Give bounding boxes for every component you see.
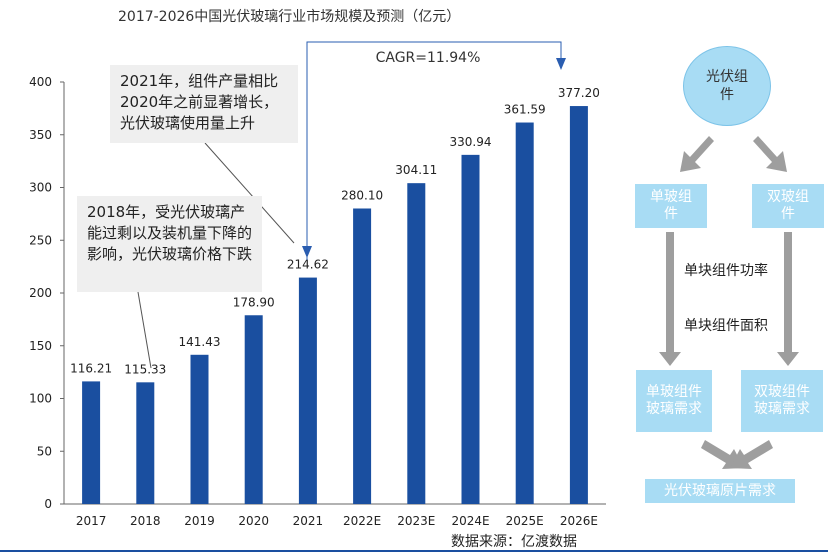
annotation-2021-pointer xyxy=(204,142,295,244)
flow-node-single-demand: 单玻组件玻璃需求 xyxy=(636,370,712,432)
y-tick-label: 400 xyxy=(29,75,52,89)
bar xyxy=(82,381,101,504)
flow-node-glass-demand: 光伏玻璃原片需求 xyxy=(645,479,795,503)
annotation-2021: 2021年，组件产量相比2020年之前显著增长，光伏玻璃使用量上升 xyxy=(110,65,298,143)
arrow-top-right xyxy=(753,136,787,172)
annotation-2021-text: 2021年，组件产量相比2020年之前显著增长，光伏玻璃使用量上升 xyxy=(120,72,279,132)
cagr-arrowhead-left xyxy=(302,246,312,258)
flow-node-single-module: 单玻组件 xyxy=(635,184,707,228)
y-tick-label: 100 xyxy=(29,392,52,406)
bar-value-label: 304.11 xyxy=(395,163,437,177)
flow-factor-area: 单块组件面积 xyxy=(684,318,768,334)
y-tick-label: 50 xyxy=(37,444,52,458)
bar-value-label: 280.10 xyxy=(341,188,383,202)
bar xyxy=(569,106,588,504)
arrow-double-down xyxy=(777,232,799,366)
x-tick-label: 2023E xyxy=(397,514,435,528)
x-tick-label: 2026E xyxy=(560,514,598,528)
bar-value-label: 361.59 xyxy=(504,103,546,117)
x-tick-label: 2020 xyxy=(238,514,269,528)
flow-node-pv-module: 光伏组件 xyxy=(683,46,771,126)
y-tick-label: 250 xyxy=(29,233,52,247)
bar-value-label: 115.33 xyxy=(124,362,166,376)
y-tick-label: 350 xyxy=(29,128,52,142)
bar xyxy=(407,183,426,505)
x-axis: 2017 2018 2019 2020 2021 2022E 2023E 2024E 2025E… xyxy=(64,503,606,528)
bar-value-label: 214.62 xyxy=(287,258,329,272)
flowchart-arrows xyxy=(659,136,799,469)
annotation-2018-text: 2018年，受光伏玻璃产能过剩以及装机量下降的影响，光伏玻璃价格下跌 xyxy=(87,203,253,263)
arrow-single-down xyxy=(659,232,681,366)
y-tick-label: 150 xyxy=(29,339,52,353)
bar-value-label: 178.90 xyxy=(233,295,275,309)
bar-value-label: 141.43 xyxy=(179,335,221,349)
x-tick-label: 2021 xyxy=(293,514,324,528)
y-tick-label: 300 xyxy=(29,181,52,195)
arrow-merge-left xyxy=(701,440,744,469)
bar xyxy=(353,208,372,504)
bar xyxy=(190,354,209,504)
arrow-merge-right xyxy=(730,440,773,469)
cagr-arrowhead-right xyxy=(556,58,566,70)
x-tick-label: 2019 xyxy=(184,514,215,528)
bar-series: 116.21 115.33 141.43 178.90 214.62 280.10 304.… xyxy=(70,86,600,505)
x-tick-label: 2018 xyxy=(130,514,161,528)
flow-factor-power: 单块组件功率 xyxy=(684,263,768,279)
bar-value-label: 377.20 xyxy=(558,86,600,100)
cagr-label: CAGR=11.94% xyxy=(376,50,481,66)
bar xyxy=(298,277,317,504)
annotation-2018-pointer xyxy=(137,291,152,369)
bar xyxy=(515,122,534,504)
bar xyxy=(461,154,480,504)
x-tick-label: 2025E xyxy=(506,514,544,528)
flow-node-double-module: 双玻组件 xyxy=(752,184,824,228)
y-tick-label: 200 xyxy=(29,286,52,300)
cagr-bracket xyxy=(306,41,562,260)
annotation-2018: 2018年，受光伏玻璃产能过剩以及装机量下降的影响，光伏玻璃价格下跌 xyxy=(77,196,262,292)
arrow-top-left xyxy=(680,136,714,172)
bar xyxy=(136,382,155,504)
x-tick-label: 2022E xyxy=(343,514,381,528)
flow-node-double-demand: 双玻组件玻璃需求 xyxy=(741,370,823,432)
bar-value-label: 330.94 xyxy=(450,135,492,149)
x-tick-label: 2024E xyxy=(451,514,489,528)
data-source: 数据来源：亿渡数据 xyxy=(451,534,577,550)
x-tick-label: 2017 xyxy=(76,514,107,528)
y-axis: 0 50 100 150 200 250 300 350 400 xyxy=(29,75,65,511)
chart-title: 2017-2026中国光伏玻璃行业市场规模及预测（亿元） xyxy=(118,8,460,25)
y-tick-label: 0 xyxy=(44,497,52,511)
bar xyxy=(244,315,263,504)
bar-value-label: 116.21 xyxy=(70,361,112,375)
